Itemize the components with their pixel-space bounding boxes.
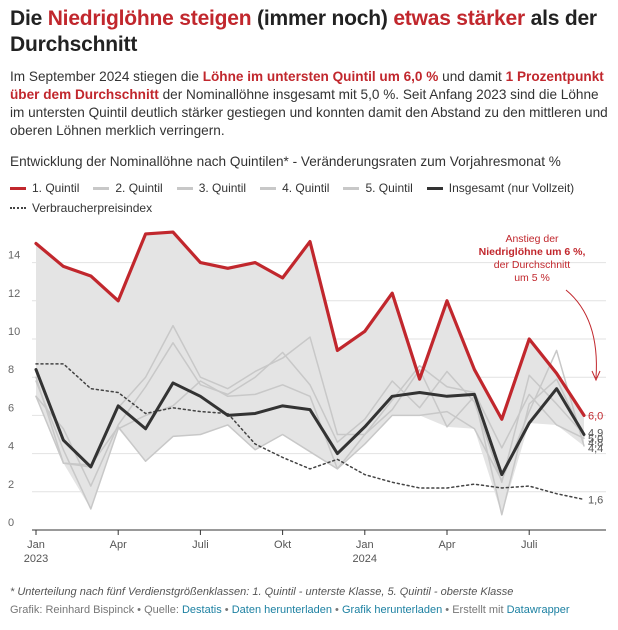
footnote: * Unterteilung nach fünf Verdienstgrößen… (10, 586, 514, 598)
title-part: Die (10, 7, 48, 30)
legend-swatch (426, 186, 443, 190)
download-graphic-link[interactable]: Grafik herunterladen (341, 604, 443, 616)
intro-text: Im September 2024 stiegen die Löhne im u… (10, 68, 610, 140)
x-tick-label: Apr (110, 539, 127, 551)
legend-swatch (93, 186, 110, 190)
legend-swatch (10, 186, 26, 190)
legend-item: 2. Quintil (93, 179, 163, 197)
legend-item: 4. Quintil (260, 179, 329, 197)
legend-label: 4. Quintil (282, 181, 330, 195)
end-label-total: 5,0 (588, 434, 603, 446)
annotation-line: um 5 % (514, 272, 550, 284)
intro-highlight: 1 Prozentpunkt über dem Durchschnitt (10, 69, 604, 102)
end-label-q5: 4,4 (588, 443, 603, 455)
series-line-q1 (34, 230, 586, 421)
legend-swatch (176, 186, 193, 190)
annotation-line: Anstieg der (505, 233, 559, 245)
datawrapper-link[interactable]: Datawrapper (506, 604, 570, 616)
intro-part: Im September 2024 stiegen die (10, 69, 203, 84)
annotation-arrowhead (591, 370, 601, 382)
x-tick-year-label: 2023 (24, 553, 48, 565)
separator: • Erstellt mit (442, 604, 507, 616)
legend-label: Verbraucherpreisindex (32, 201, 153, 215)
y-tick-label: 2 (8, 479, 14, 491)
legend-item: 3. Quintil (176, 179, 247, 197)
separator: • Quelle: (134, 604, 182, 616)
y-tick-label: 8 (8, 364, 14, 376)
line-chart: 0 2 4 6 8 10 12 14 Jan 2023 Apr Juli Okt Jan 2024 Apr Ju… (8, 230, 606, 565)
series-line-q4 (35, 368, 585, 516)
title-highlight: Niedriglöhne steigen (47, 7, 252, 30)
title-part: als der Durchschnitt (10, 7, 597, 56)
end-label-q4: 4,9 (588, 427, 603, 439)
intro-highlight: Löhne im untersten Quintil um 6,0 % (202, 69, 439, 84)
end-label-q1: 6,0 (588, 410, 603, 422)
chart-area: 0 2 4 6 8 10 12 14 Jan 2023 Apr Juli Okt Jan 2024 Apr Ju… (0, 228, 618, 589)
title-highlight: etwas stärker (393, 7, 525, 30)
legend: 1. Quintil 2. Quintil 3. Quintil 4. Quintil… (10, 179, 610, 217)
annotation-arrow (565, 289, 597, 379)
end-label-cpi: 1,6 (588, 494, 603, 506)
legend-label: 5. Quintil (365, 181, 413, 195)
y-tick-label: 0 (8, 517, 14, 529)
x-tick-label: Okt (274, 539, 291, 551)
legend-swatch (10, 207, 26, 209)
y-tick-label: 10 (8, 326, 20, 338)
y-tick-label: 12 (8, 288, 20, 300)
chart-title: Die Niedriglöhne steigen (immer noch) et… (10, 6, 610, 58)
y-tick-label: 4 (8, 441, 14, 453)
legend-label: 3. Quintil (198, 181, 247, 195)
x-tick-year-label: 2024 (353, 553, 377, 565)
x-tick-label: Apr (438, 539, 455, 551)
legend-swatch (343, 186, 360, 190)
author: Grafik: Reinhard Bispinck (10, 604, 135, 616)
legend-item: Verbraucherpreisindex (10, 199, 152, 217)
end-label-q3: 4,8 (588, 437, 603, 449)
chart-subtitle: Entwicklung der Nominallöhne nach Quinti… (10, 154, 561, 169)
legend-label: 2. Quintil (115, 181, 163, 195)
legend-item: Insgesamt (nur Vollzeit) (426, 179, 575, 197)
legend-item: 1. Quintil (10, 179, 79, 197)
y-tick-label: 14 (8, 250, 20, 262)
series-line-q3 (35, 324, 585, 468)
legend-swatch (260, 186, 277, 190)
series-line-total (34, 368, 586, 477)
legend-label: Insgesamt (nur Vollzeit) (448, 181, 575, 195)
x-tick-label: Jan (27, 539, 45, 551)
intro-part: der Nominallöhne insgesamt mit 5,0 %. Se… (10, 87, 608, 138)
x-tick-label: Jan (356, 539, 374, 551)
intro-part: und damit (438, 69, 506, 84)
annotation-line: Niedriglöhne um 6 %, (479, 246, 586, 258)
separator: • (221, 604, 232, 616)
x-tick-label: Juli (192, 539, 209, 551)
download-data-link[interactable]: Daten herunterladen (231, 604, 332, 616)
annotation-line: der Durchschnitt (494, 259, 571, 271)
series-line-q5 (35, 349, 585, 482)
x-tick-label: Juli (521, 539, 538, 551)
legend-item: 5. Quintil (343, 179, 413, 197)
source-link[interactable]: Destatis (181, 604, 222, 616)
title-part: (immer noch) (251, 7, 394, 30)
legend-label: 1. Quintil (32, 181, 80, 195)
y-tick-label: 6 (8, 402, 14, 414)
separator: • (332, 604, 342, 616)
source-line: Grafik: Reinhard Bispinck • Quelle: Dest… (10, 604, 570, 616)
series-line-cpi (35, 363, 585, 501)
